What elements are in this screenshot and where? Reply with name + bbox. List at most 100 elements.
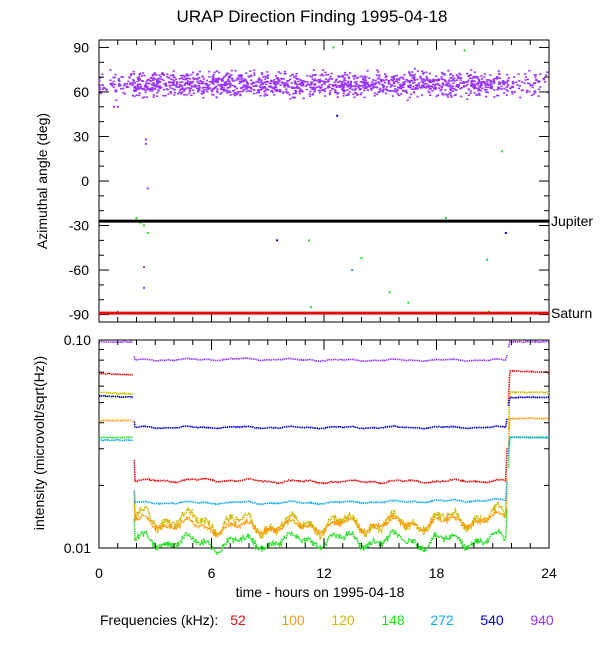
azimuth-point [435, 75, 438, 78]
azimuth-point [473, 84, 477, 87]
intensity-series-272 [98, 435, 550, 506]
azimuth-point [395, 80, 398, 82]
azimuth-point [282, 91, 285, 93]
frequency-legend: Frequencies (kHz): 52 100 120 148 272 540 940 [100, 612, 554, 628]
azimuth-point [161, 72, 164, 74]
azimuth-point [539, 86, 542, 88]
azimuth-point [441, 83, 445, 85]
azimuth-point [490, 86, 493, 89]
azimuth-point [314, 74, 318, 76]
azimuth-point [288, 93, 291, 96]
azimuth-point [169, 78, 173, 81]
azimuth-point [186, 73, 189, 75]
azimuth-point [241, 90, 245, 93]
azimuth-point [223, 76, 226, 78]
azimuth-point [214, 86, 217, 89]
azimuth-point [158, 80, 161, 82]
azimuth-point [517, 73, 520, 75]
azimuth-point [477, 92, 481, 95]
azimuth-point [359, 88, 362, 91]
azimuth-point [423, 86, 426, 89]
azimuth-point [409, 73, 412, 76]
azimuth-point [370, 83, 373, 86]
azimuth-point [334, 84, 337, 86]
azimuth-point [478, 79, 481, 82]
azimuth-point [211, 75, 214, 77]
azimuth-point [383, 81, 387, 84]
azimuth-point [472, 83, 475, 86]
azimuth-point [362, 76, 365, 79]
azimuth-point [148, 79, 151, 82]
azimuth-point [155, 81, 159, 84]
azimuth-point [239, 74, 242, 76]
azimuth-point [103, 87, 106, 90]
azimuth-point [302, 97, 305, 100]
azimuth-point [416, 78, 419, 81]
azimuth-point [342, 90, 346, 93]
azimuth-point [269, 85, 273, 88]
azimuth-point [164, 94, 167, 97]
azimuth-point [435, 83, 438, 85]
reference-label-saturn: Saturn [551, 305, 592, 321]
azimuth-point [528, 90, 531, 93]
azimuth-point [169, 87, 172, 89]
azimuth-point [240, 75, 243, 78]
azimuth-point [286, 84, 289, 87]
azimuth-point [412, 82, 415, 84]
azimuth-point [503, 83, 506, 86]
azimuth-point [272, 82, 275, 84]
azimuth-point [253, 72, 256, 74]
azimuth-point [493, 96, 496, 98]
azimuth-point [283, 84, 287, 86]
azimuth-point [348, 72, 352, 74]
azimuth-point [180, 93, 183, 95]
azimuth-point [528, 69, 531, 72]
azimuth-point [334, 89, 337, 92]
azimuth-point [328, 92, 332, 94]
azimuth-point [382, 89, 385, 91]
azimuth-point [217, 84, 220, 86]
azimuth-point [473, 80, 477, 83]
azimuth-point [186, 75, 189, 77]
azimuth-point [156, 79, 159, 82]
azimuth-point [440, 86, 444, 89]
azimuth-point [188, 90, 192, 93]
azimuth-point [151, 89, 154, 92]
azimuth-point [469, 92, 472, 95]
azimuth-point [122, 87, 125, 90]
azimuth-point [420, 80, 423, 83]
azimuth-point [416, 70, 419, 72]
azimuth-point [400, 76, 403, 79]
azimuth-point [136, 84, 139, 87]
azimuth-point [301, 83, 305, 86]
azimuth-point [429, 87, 432, 90]
azimuth-point [143, 96, 146, 98]
azimuth-point [226, 72, 229, 75]
azimuth-point [150, 83, 153, 86]
azimuth-point [295, 85, 299, 88]
azimuth-point [313, 90, 316, 93]
azimuth-point [172, 84, 175, 86]
azimuth-point [201, 87, 204, 89]
azimuth-point [418, 86, 422, 88]
azimuth-point [253, 69, 256, 72]
azimuth-point [430, 85, 433, 87]
azimuth-point [320, 84, 324, 86]
azimuth-point [329, 76, 332, 78]
azimuth-point [142, 72, 145, 74]
azimuth-point [425, 71, 428, 74]
azimuth-point [263, 81, 266, 84]
azimuth-point [276, 76, 279, 79]
azimuth-point [291, 96, 294, 99]
azimuth-point [537, 88, 541, 91]
azimuth-point [137, 83, 140, 86]
azimuth-point [192, 92, 195, 95]
azimuth-point [101, 73, 104, 76]
azimuth-point [200, 90, 204, 93]
azimuth-point [297, 80, 300, 83]
azimuth-point [331, 87, 334, 90]
azimuth-point [231, 90, 235, 92]
azimuth-point [200, 81, 204, 84]
azimuth-point [187, 74, 190, 77]
azimuth-point [162, 79, 165, 82]
